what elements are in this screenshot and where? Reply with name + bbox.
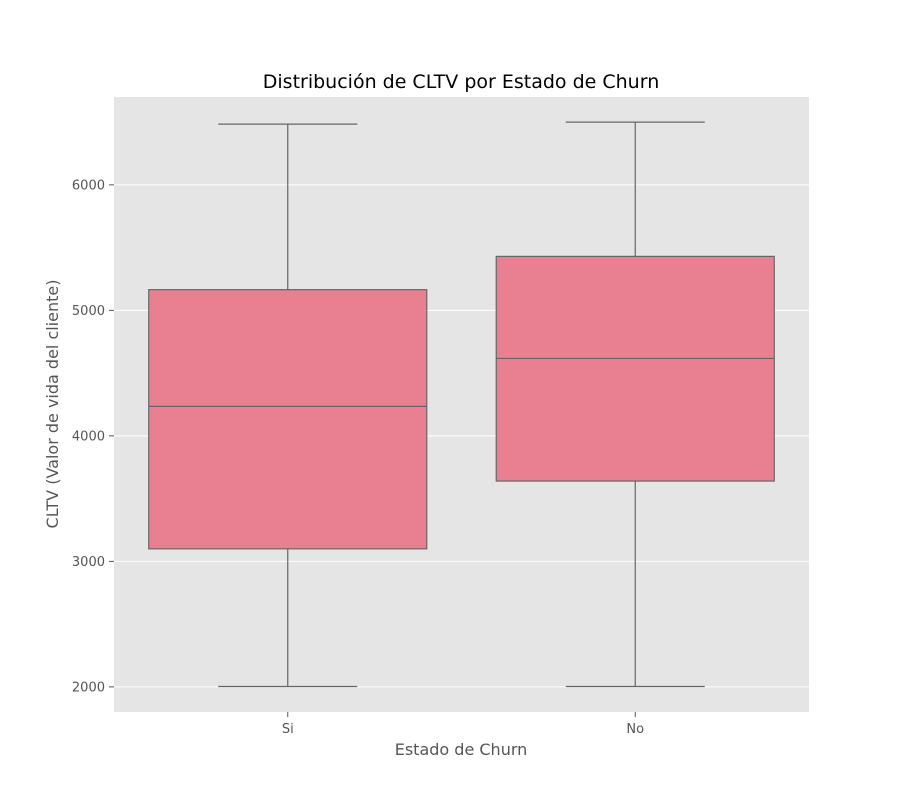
box-no [495, 121, 775, 688]
y-axis-label: CLTV (Valor de vida del cliente) [43, 280, 62, 529]
box-si [148, 123, 428, 688]
y-axis-ticks: 2000 3000 4000 5000 6000 [72, 178, 114, 695]
x-tick-label: No [626, 722, 644, 737]
y-tick-label: 5000 [72, 304, 105, 319]
y-tick-label: 6000 [72, 178, 105, 193]
y-tick-label: 3000 [72, 555, 105, 570]
x-axis-label: Estado de Churn [395, 740, 528, 759]
iqr-box [495, 255, 775, 482]
y-tick-label: 4000 [72, 429, 105, 444]
x-axis-ticks: Si No [282, 712, 644, 737]
chart-title: Distribución de CLTV por Estado de Churn [263, 71, 659, 93]
y-tick-label: 2000 [72, 680, 105, 695]
x-tick-label: Si [282, 722, 294, 737]
boxes [148, 121, 775, 688]
iqr-box [148, 289, 428, 550]
